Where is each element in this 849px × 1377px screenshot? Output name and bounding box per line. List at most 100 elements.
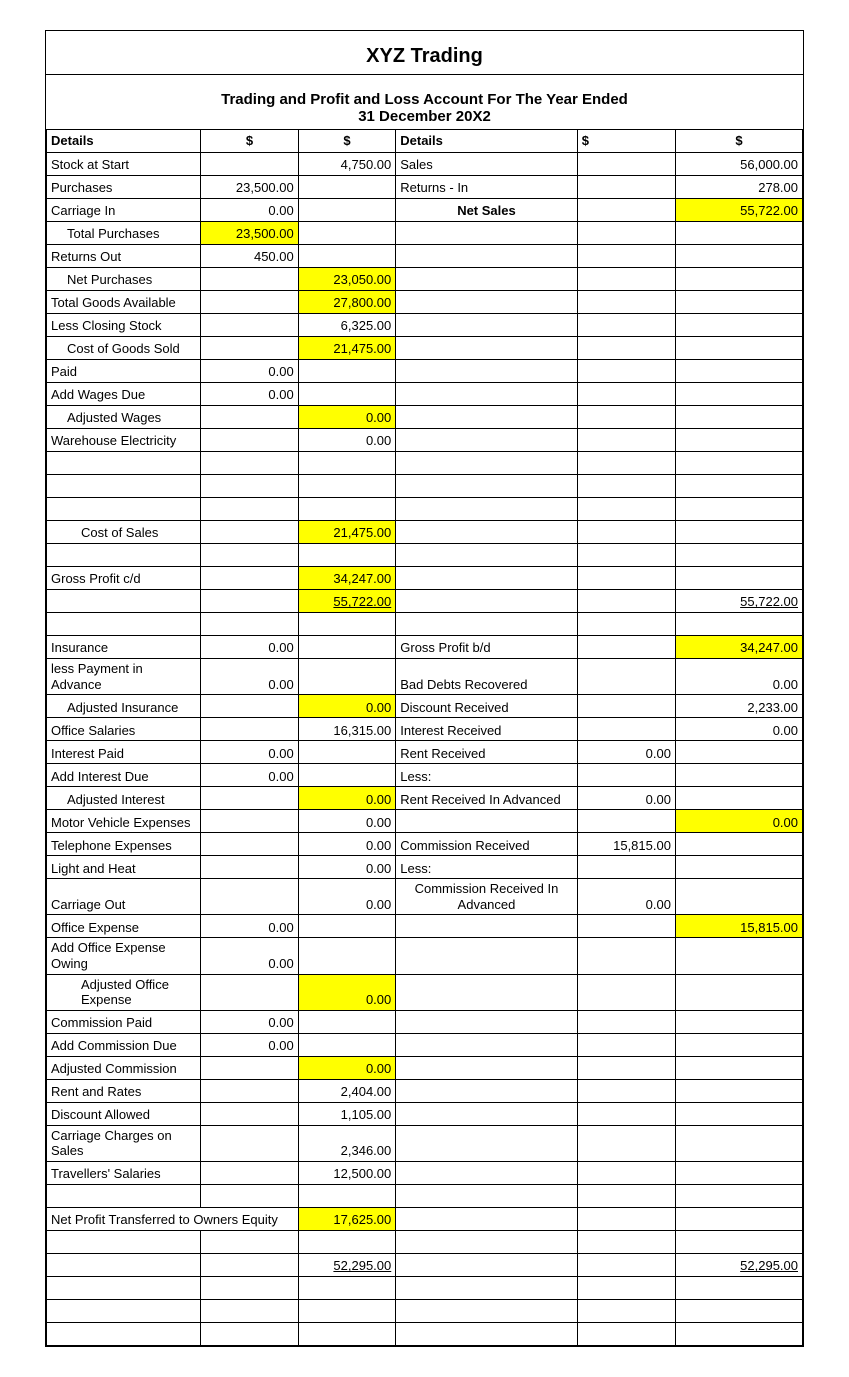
table-row: Carriage Out0.00Commission Received In A… [47, 879, 803, 915]
table-row [47, 1322, 803, 1345]
cell-amount [577, 695, 675, 718]
table-row: Interest Paid0.00Rent Received0.00 [47, 741, 803, 764]
table-row: 52,295.0052,295.00 [47, 1253, 803, 1276]
cell-label-right [396, 810, 577, 833]
cell-label-left: Office Expense [47, 915, 201, 938]
table-row [47, 544, 803, 567]
cell-amount [201, 521, 299, 544]
cell-label-left: Stock at Start [47, 153, 201, 176]
cell-amount [675, 1033, 802, 1056]
cell-amount [298, 1322, 396, 1345]
cell-amount [675, 856, 802, 879]
table-row: Carriage In0.00Net Sales55,722.00 [47, 199, 803, 222]
cell-label-left: Adjusted Interest [47, 787, 201, 810]
table-row: Carriage Charges on Sales2,346.00 [47, 1125, 803, 1161]
table-row: Travellers' Salaries12,500.00 [47, 1161, 803, 1184]
cell-amount: 55,722.00 [298, 590, 396, 613]
cell-label-left: Net Profit Transferred to Owners Equity [47, 1207, 299, 1230]
table-row: Insurance0.00Gross Profit b/d34,247.00 [47, 636, 803, 659]
table-row [47, 452, 803, 475]
cell-label-right [396, 974, 577, 1010]
cell-amount [577, 498, 675, 521]
cell-amount: 0.00 [201, 915, 299, 938]
table-row: Commission Paid0.00 [47, 1010, 803, 1033]
cell-label-right [396, 222, 577, 245]
cell-amount [201, 695, 299, 718]
cell-amount [298, 1184, 396, 1207]
cell-amount [298, 938, 396, 974]
table-row: Add Office Expense Owing0.00 [47, 938, 803, 974]
table-row: Purchases23,500.00Returns - In278.00 [47, 176, 803, 199]
cell-amount [675, 1079, 802, 1102]
report-title-line2: 31 December 20X2 [46, 108, 803, 129]
cell-label-right [396, 521, 577, 544]
account-table: Details $ $ Details $ $ Stock at Start4,… [46, 129, 803, 1346]
cell-amount [577, 590, 675, 613]
cell-label-right [396, 1161, 577, 1184]
cell-amount [201, 429, 299, 452]
cell-amount [298, 452, 396, 475]
cell-amount [577, 1253, 675, 1276]
table-row: Total Goods Available27,800.00 [47, 291, 803, 314]
cell-amount [577, 429, 675, 452]
cell-label-right [396, 613, 577, 636]
cell-label-right [396, 1033, 577, 1056]
cell-amount [675, 1184, 802, 1207]
cell-amount [201, 498, 299, 521]
cell-label-left [47, 498, 201, 521]
table-row: Adjusted Interest0.00Rent Received In Ad… [47, 787, 803, 810]
cell-label-left [47, 452, 201, 475]
cell-amount [577, 521, 675, 544]
cell-label-left: Gross Profit c/d [47, 567, 201, 590]
cell-amount [298, 741, 396, 764]
cell-label-left [47, 1184, 201, 1207]
cell-amount: 55,722.00 [675, 590, 802, 613]
table-row: Rent and Rates2,404.00 [47, 1079, 803, 1102]
cell-amount: 6,325.00 [298, 314, 396, 337]
cell-label-right [396, 245, 577, 268]
table-row [47, 613, 803, 636]
table-row [47, 475, 803, 498]
cell-label-left: Cost of Goods Sold [47, 337, 201, 360]
cell-amount: 52,295.00 [675, 1253, 802, 1276]
cell-amount [577, 636, 675, 659]
cell-label-right [396, 1056, 577, 1079]
cell-label-right [396, 1322, 577, 1345]
cell-amount [577, 475, 675, 498]
cell-amount: 4,750.00 [298, 153, 396, 176]
cell-amount: 0.00 [201, 741, 299, 764]
cell-amount [675, 1322, 802, 1345]
cell-label-left: Less Closing Stock [47, 314, 201, 337]
table-row [47, 1276, 803, 1299]
cell-amount [675, 879, 802, 915]
cell-amount [675, 406, 802, 429]
table-row [47, 498, 803, 521]
cell-label-right [396, 1299, 577, 1322]
table-row: Stock at Start4,750.00Sales56,000.00 [47, 153, 803, 176]
cell-amount: 450.00 [201, 245, 299, 268]
cell-amount [675, 1276, 802, 1299]
cell-label-right: Interest Received [396, 718, 577, 741]
cell-amount [675, 498, 802, 521]
table-row: Office Expense0.0015,815.00 [47, 915, 803, 938]
cell-amount: 0.00 [675, 718, 802, 741]
cell-amount [675, 974, 802, 1010]
cell-amount [577, 659, 675, 695]
cell-amount [201, 833, 299, 856]
cell-amount [675, 567, 802, 590]
cell-amount: 34,247.00 [298, 567, 396, 590]
cell-label-left [47, 1253, 201, 1276]
cell-amount: 0.00 [201, 659, 299, 695]
cell-amount: 27,800.00 [298, 291, 396, 314]
cell-amount [577, 1276, 675, 1299]
cell-amount [675, 938, 802, 974]
cell-amount [201, 1184, 299, 1207]
cell-amount [577, 1207, 675, 1230]
col-dollar-3: $ [577, 130, 675, 153]
cell-amount [298, 1010, 396, 1033]
cell-label-right [396, 291, 577, 314]
cell-label-left: Add Office Expense Owing [47, 938, 201, 974]
cell-label-right [396, 498, 577, 521]
cell-label-left: Rent and Rates [47, 1079, 201, 1102]
cell-label-left [47, 1230, 201, 1253]
